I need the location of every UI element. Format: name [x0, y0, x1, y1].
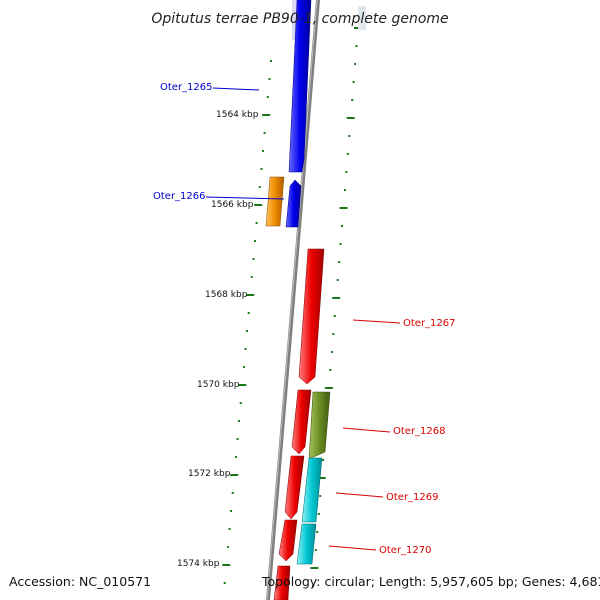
scale-tick-right — [341, 225, 343, 227]
gene-arrow-orange[interactable] — [265, 176, 285, 227]
scale-tick-right — [336, 279, 339, 281]
scale-tick-right — [351, 99, 354, 101]
scale-tick-right — [345, 171, 348, 173]
scale-tick-left — [262, 114, 271, 116]
scale-tick-right — [333, 315, 336, 317]
gene-label-oter-1269[interactable]: Oter_1269 — [386, 492, 439, 503]
scale-tick-left — [222, 564, 231, 566]
scale-tick-right — [352, 81, 355, 83]
scale-tick-left — [230, 510, 233, 512]
scale-tick-left — [223, 582, 226, 584]
gene-label-oter-1266[interactable]: Oter_1266 — [153, 191, 206, 202]
scale-tick-left — [254, 204, 263, 206]
scale-tick-left — [250, 276, 253, 278]
scale-label-1568: 1568 kbp — [205, 290, 248, 300]
gene-arrow-cyan-lower[interactable] — [296, 523, 317, 565]
gene-label-leaders — [205, 87, 401, 551]
gene-arrow-olive[interactable] — [308, 391, 331, 460]
scale-label-1572: 1572 kbp — [188, 469, 231, 479]
scale-tick-right — [355, 45, 358, 47]
gene-label-oter-1270[interactable]: Oter_1270 — [379, 545, 432, 556]
scale-label-1570: 1570 kbp — [197, 380, 240, 390]
scale-tick-right — [339, 207, 348, 209]
scale-label-1564: 1564 kbp — [216, 110, 259, 120]
scale-tick-left — [238, 384, 247, 386]
map-title: Opitutus terrae PB90-1, complete genome — [151, 11, 448, 27]
scale-tick-left — [247, 312, 250, 314]
scale-tick-left — [231, 492, 234, 494]
gene-arrow-oter-1268[interactable] — [291, 389, 312, 455]
scale-tick-right — [348, 135, 351, 137]
scale-tick-left — [236, 438, 239, 440]
gene-arrow-cyan-upper[interactable] — [301, 457, 323, 523]
leader-oter-1268 — [342, 427, 391, 433]
scale-tick-right — [317, 477, 326, 479]
scale-tick-right — [346, 117, 355, 119]
scale-tick-right — [329, 369, 332, 371]
accession-label: Accession: NC_010571 — [9, 574, 151, 589]
scale-tick-left — [239, 402, 242, 404]
scale-ticks-left — [222, 60, 272, 584]
genome-backbone-highlight — [266, 0, 318, 600]
scale-tick-right — [338, 261, 341, 263]
scale-tick-right — [354, 63, 357, 65]
scale-label-1574: 1574 kbp — [177, 559, 220, 569]
genome-backbone — [266, 0, 320, 600]
scale-tick-right — [332, 333, 335, 335]
scale-tick-left — [260, 168, 263, 170]
scale-tick-right — [314, 549, 317, 551]
scale-tick-left — [246, 330, 249, 332]
scale-tick-left — [242, 366, 245, 368]
scale-tick-left — [252, 258, 255, 260]
leader-oter-1269 — [335, 492, 384, 498]
scale-tick-right — [316, 531, 319, 533]
leader-oter-1266 — [205, 196, 285, 200]
scale-tick-right — [322, 459, 325, 461]
scale-tick-left — [254, 240, 256, 242]
gene-label-oter-1265[interactable]: Oter_1265 — [160, 82, 213, 93]
gene-arrow-bottom-fragment — [273, 565, 291, 600]
scale-tick-right — [319, 495, 322, 497]
scale-tick-right — [332, 297, 341, 299]
scale-tick-left — [228, 528, 231, 530]
scale-label-1566: 1566 kbp — [211, 200, 254, 210]
scale-tick-left — [244, 348, 247, 350]
scale-tick-left — [226, 546, 229, 548]
scale-tick-left — [238, 420, 241, 422]
gene-arrows — [265, 0, 331, 600]
gene-arrow-oter-1269[interactable] — [284, 455, 305, 520]
scale-tick-right — [317, 513, 320, 515]
gene-arrow-oter-1270[interactable] — [278, 519, 298, 562]
scale-tick-left — [262, 150, 264, 152]
scale-tick-right — [324, 387, 333, 389]
scale-tick-left — [230, 474, 239, 476]
leader-oter-1270 — [328, 545, 377, 551]
scale-tick-left — [266, 96, 269, 98]
scale-tick-left — [263, 132, 266, 134]
gene-arrow-oter-1265[interactable] — [288, 0, 312, 173]
scale-tick-left — [268, 78, 271, 80]
scale-tick-left — [255, 222, 258, 224]
gene-label-oter-1267[interactable]: Oter_1267 — [403, 318, 456, 329]
gene-arrow-oter-1267[interactable] — [298, 248, 325, 385]
scale-tick-right — [330, 351, 333, 353]
scale-tick-right — [310, 567, 319, 569]
gene-label-oter-1268[interactable]: Oter_1268 — [393, 426, 446, 437]
scale-tick-right — [312, 585, 314, 587]
scale-tick-right — [343, 189, 346, 191]
scale-tick-left — [258, 186, 261, 188]
gene-fragment-top-right — [358, 6, 366, 30]
scale-tick-right — [339, 243, 342, 245]
gene-arrow-oter-1266[interactable] — [285, 179, 302, 228]
topology-label: Topology: circular; Length: 5,957,605 bp… — [261, 574, 600, 589]
scale-tick-right — [346, 153, 349, 155]
scale-tick-left — [246, 294, 255, 296]
scale-tick-left — [270, 60, 272, 62]
scale-tick-left — [234, 456, 237, 458]
leader-oter-1265 — [212, 87, 260, 91]
leader-oter-1267 — [352, 319, 401, 324]
